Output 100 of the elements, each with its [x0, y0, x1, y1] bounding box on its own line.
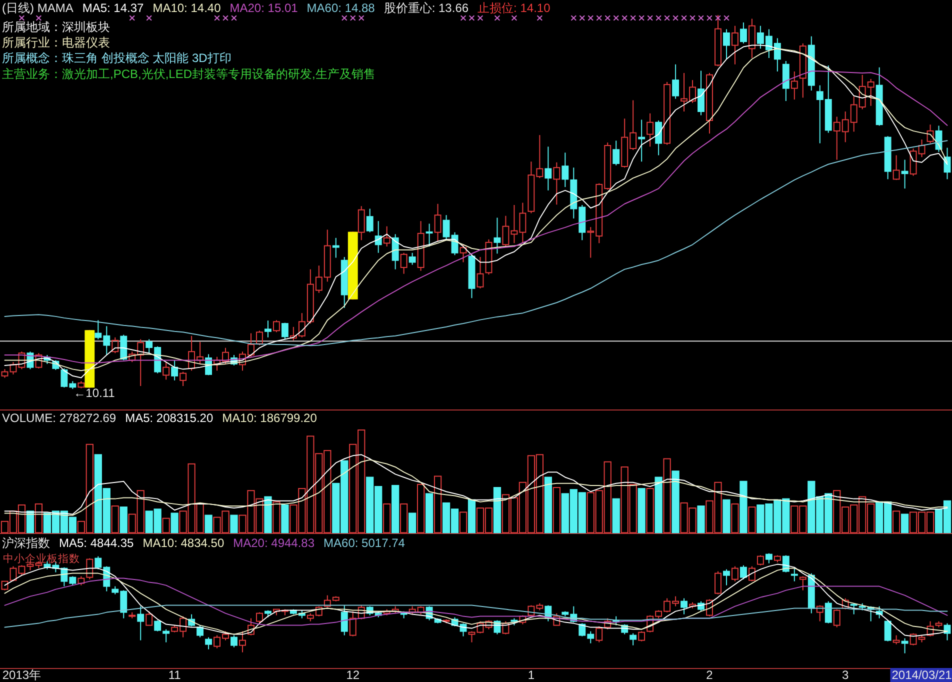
bar	[264, 496, 272, 534]
candlestick	[638, 119, 646, 162]
bar	[272, 501, 280, 534]
bar	[400, 503, 408, 534]
bar	[26, 510, 34, 534]
candlestick	[723, 28, 730, 60]
chart-title: VOLUME: 278272.69	[2, 411, 116, 425]
bar	[544, 476, 552, 534]
candlestick	[171, 360, 178, 381]
candlestick	[154, 620, 162, 632]
x-tick-label: 2014/03/21	[892, 668, 952, 682]
candlestick	[230, 634, 238, 648]
candlestick	[562, 152, 569, 188]
bar	[672, 470, 680, 534]
candlestick	[748, 18, 756, 59]
candlestick	[281, 322, 288, 340]
candlestick	[723, 568, 730, 586]
candlestick	[732, 25, 738, 65]
text: MA10: 14.40	[152, 1, 222, 15]
bar	[468, 499, 476, 534]
candlestick	[655, 120, 662, 156]
bar	[434, 476, 442, 534]
text: MA10: 186799.20	[222, 411, 318, 425]
bar	[646, 488, 654, 534]
bar	[459, 512, 468, 534]
candlestick	[740, 564, 747, 580]
bar	[552, 487, 560, 534]
text: MA20: 4944.83	[233, 536, 315, 550]
candlestick	[884, 620, 892, 642]
text: MA60: 14.88	[306, 1, 376, 15]
candlestick	[765, 552, 772, 564]
candlestick	[137, 606, 144, 641]
x-tick-label: 1	[528, 668, 535, 682]
annotation: 股价重心: 13.66	[384, 1, 469, 15]
series-label: MA5: 4844.35	[59, 536, 134, 550]
bar	[900, 514, 909, 534]
candlestick	[698, 70, 704, 116]
text: MA20: 15.01	[230, 1, 298, 15]
bar	[740, 480, 748, 534]
candlestick	[383, 226, 390, 248]
annotation: ←10.11	[74, 386, 116, 400]
chart-subtitle: 中小企业板指数	[3, 552, 80, 565]
candlestick	[264, 320, 272, 338]
bar	[120, 506, 128, 534]
x-tick-label: 12	[346, 668, 360, 682]
bar	[230, 514, 238, 534]
candlestick	[680, 598, 688, 615]
candlestick	[782, 60, 790, 102]
candlestick	[426, 223, 433, 248]
candlestick	[646, 112, 654, 148]
bar	[408, 512, 416, 534]
candlestick	[366, 208, 374, 233]
candlestick	[205, 636, 212, 650]
candlestick	[120, 334, 128, 361]
bar	[162, 518, 170, 534]
text: MA5: 208315.20	[125, 411, 214, 425]
candlestick	[544, 146, 552, 191]
candlestick	[340, 604, 348, 636]
candlestick	[790, 70, 798, 100]
candlestick	[672, 64, 680, 100]
candlestick	[494, 217, 501, 254]
bar	[425, 493, 434, 534]
x-tick-label: 2013年	[2, 668, 42, 682]
bar	[697, 506, 705, 534]
candlestick	[901, 638, 908, 654]
bar	[392, 484, 400, 534]
candlestick	[392, 234, 399, 270]
bar	[111, 506, 119, 534]
candlestick	[612, 140, 620, 166]
x-tick-label: 2	[706, 668, 714, 682]
text: MA10: 4834.50	[142, 536, 224, 550]
bar	[170, 512, 178, 534]
candlestick	[358, 206, 365, 241]
bar	[892, 510, 900, 534]
bar	[722, 499, 730, 534]
x-tick-label: 3	[842, 668, 850, 682]
bar	[612, 498, 620, 534]
candlestick	[196, 624, 204, 638]
bar	[281, 504, 289, 534]
bar	[638, 488, 646, 534]
bar	[731, 503, 739, 534]
chart-title: 沪深指数	[2, 536, 50, 550]
annotation: 所属行业：电器仪表	[2, 36, 110, 50]
chart-title: (日线) MAMA	[2, 1, 74, 15]
text: MA5: 14.37	[82, 1, 144, 15]
annotation: 所属概念：珠三角 创投概念 太阳能 3D打印	[2, 51, 232, 66]
candlestick	[630, 632, 637, 646]
candlestick	[901, 159, 908, 190]
candlestick	[824, 600, 832, 624]
text: MA60: 5017.74	[324, 536, 406, 550]
candlestick	[162, 628, 170, 643]
bar	[663, 458, 671, 534]
candlestick	[790, 568, 798, 582]
annotation: 所属地域：深圳板块	[2, 20, 110, 34]
bar	[493, 487, 502, 534]
annotation: 止损位: 14.10	[478, 1, 551, 15]
bar	[416, 484, 425, 534]
candlestick	[408, 252, 416, 266]
candlestick	[740, 22, 747, 44]
bar	[383, 503, 391, 534]
